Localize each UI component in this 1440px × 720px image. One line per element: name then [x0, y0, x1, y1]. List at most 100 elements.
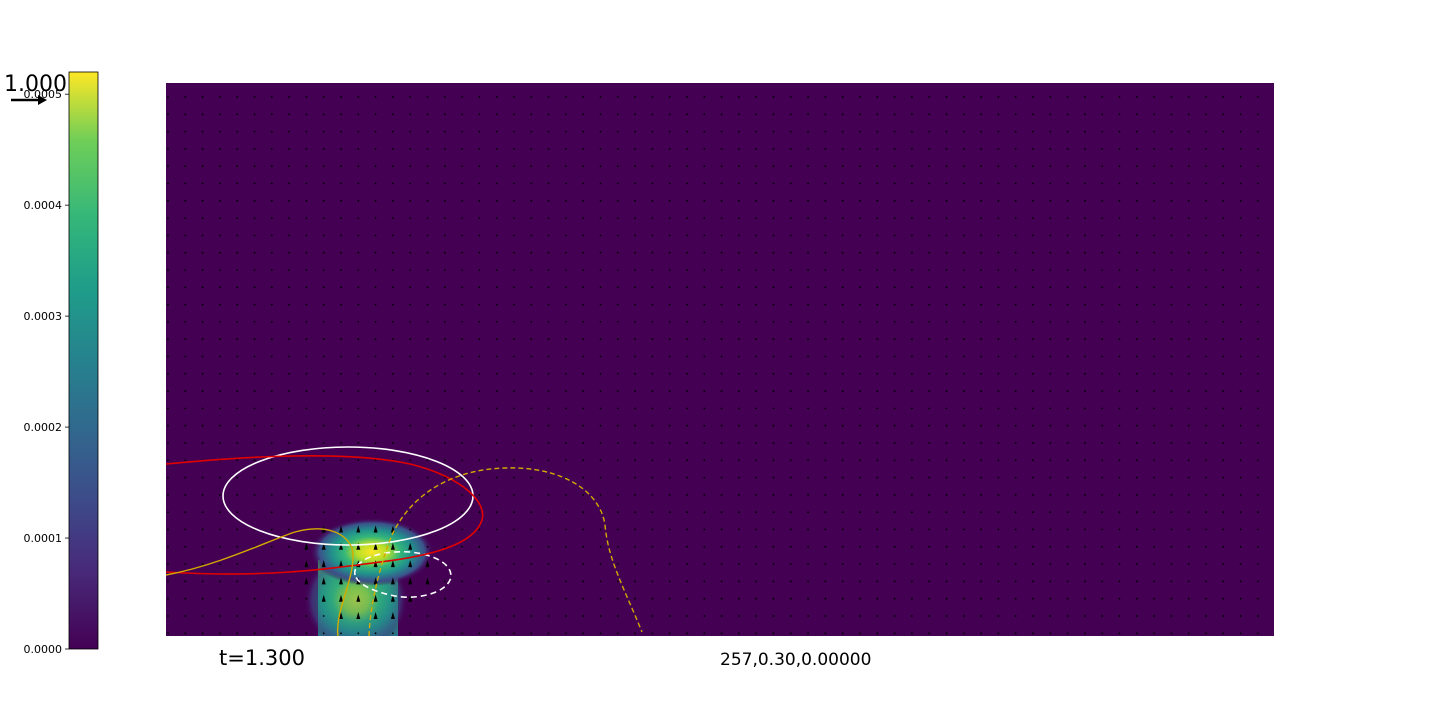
quiver-arrow	[1101, 372, 1104, 375]
quiver-arrow	[565, 269, 567, 271]
quiver-arrow	[443, 182, 446, 185]
quiver-arrow	[686, 442, 688, 444]
quiver-arrow	[426, 321, 429, 323]
quiver-arrow	[1066, 130, 1069, 133]
quiver-arrow	[945, 113, 948, 116]
quiver-arrow	[547, 442, 550, 444]
quiver-arrow	[876, 580, 879, 583]
quiver-arrow	[928, 545, 931, 548]
quiver-arrow	[321, 577, 326, 585]
quiver-arrow	[409, 459, 412, 462]
quiver-arrow	[980, 217, 982, 220]
quiver-arrow	[1205, 113, 1207, 116]
quiver-arrow	[201, 424, 204, 427]
quiver-arrow	[305, 286, 308, 289]
quiver-arrow	[565, 338, 567, 341]
quiver-arrow	[789, 269, 792, 271]
quiver-arrow	[1205, 390, 1207, 392]
quiver-arrow	[634, 372, 636, 375]
quiver-arrow	[876, 96, 879, 98]
quiver-arrow	[1032, 563, 1034, 565]
quiver-arrow	[928, 182, 931, 185]
quiver-arrow	[772, 251, 775, 254]
quiver-arrow	[1170, 545, 1173, 548]
quiver-arrow	[340, 130, 342, 133]
quiver-arrow	[962, 338, 965, 341]
quiver-arrow	[1222, 442, 1225, 444]
quiver-arrow	[1205, 251, 1207, 254]
quiver-arrow	[1187, 580, 1190, 583]
quiver-arrow	[357, 251, 360, 254]
quiver-arrow	[305, 321, 308, 323]
quiver-arrow	[703, 130, 706, 133]
quiver-arrow	[1170, 148, 1173, 150]
quiver-arrow	[841, 390, 844, 392]
quiver-arrow	[340, 96, 342, 98]
quiver-arrow	[288, 96, 290, 98]
quiver-arrow	[997, 563, 1000, 565]
quiver-arrow	[409, 286, 412, 289]
quiver-arrow	[720, 459, 723, 462]
quiver-arrow	[167, 355, 169, 358]
quiver-arrow	[911, 632, 913, 635]
quiver-arrow	[599, 390, 602, 392]
quiver-arrow	[911, 511, 913, 514]
quiver-arrow	[357, 130, 360, 133]
quiver-arrow	[1101, 251, 1104, 254]
quiver-arrow	[980, 597, 982, 600]
quiver-arrow	[340, 269, 342, 271]
quiver-arrow	[962, 182, 965, 185]
quiver-arrow	[599, 199, 602, 202]
quiver-arrow	[1187, 615, 1190, 617]
quiver-arrow	[945, 511, 948, 514]
quiver-arrow	[513, 148, 515, 150]
quiver-arrow	[1118, 407, 1121, 410]
quiver-arrow	[599, 528, 602, 531]
quiver-arrow	[184, 199, 187, 202]
quiver-arrow	[1239, 372, 1242, 375]
quiver-arrow	[1170, 199, 1173, 202]
quiver-arrow	[738, 251, 740, 254]
quiver-arrow	[651, 615, 654, 617]
quiver-arrow	[443, 632, 446, 635]
quiver-field	[167, 96, 1259, 635]
quiver-arrow	[426, 476, 429, 479]
quiver-arrow	[634, 494, 636, 496]
quiver-arrow	[443, 494, 446, 496]
quiver-arrow	[340, 182, 342, 185]
quiver-arrow	[997, 355, 1000, 358]
quiver-arrow	[443, 407, 446, 410]
quiver-arrow	[513, 113, 515, 116]
quiver-arrow	[720, 580, 723, 583]
quiver-arrow	[1084, 355, 1086, 358]
quiver-arrow	[495, 597, 498, 600]
quiver-arrow	[547, 597, 550, 600]
quiver-arrow	[322, 165, 325, 168]
quiver-arrow	[392, 494, 394, 496]
quiver-arrow	[911, 199, 913, 202]
quiver-arrow	[911, 321, 913, 323]
quiver-arrow	[807, 269, 809, 271]
quiver-arrow	[824, 165, 827, 168]
quiver-arrow	[322, 372, 325, 375]
quiver-arrow	[357, 217, 360, 220]
quiver-arrow	[755, 615, 758, 617]
quiver-arrow	[1066, 528, 1069, 531]
quiver-arrow	[409, 528, 412, 531]
quiver-arrow	[565, 182, 567, 185]
quiver-arrow	[945, 580, 948, 583]
quiver-arrow	[340, 234, 342, 237]
quiver-arrow	[928, 615, 931, 617]
quiver-arrow	[495, 234, 498, 237]
quiver-arrow	[1239, 494, 1242, 496]
quiver-arrow	[1257, 424, 1259, 427]
quiver-arrow	[668, 303, 671, 306]
quiver-arrow	[219, 615, 221, 617]
quiver-arrow	[409, 494, 412, 496]
quiver-arrow	[651, 165, 654, 168]
quiver-arrow	[928, 286, 931, 289]
quiver-arrow	[461, 251, 463, 254]
quiver-arrow	[409, 234, 412, 237]
quiver-arrow	[495, 442, 498, 444]
quiver-arrow	[738, 615, 740, 617]
